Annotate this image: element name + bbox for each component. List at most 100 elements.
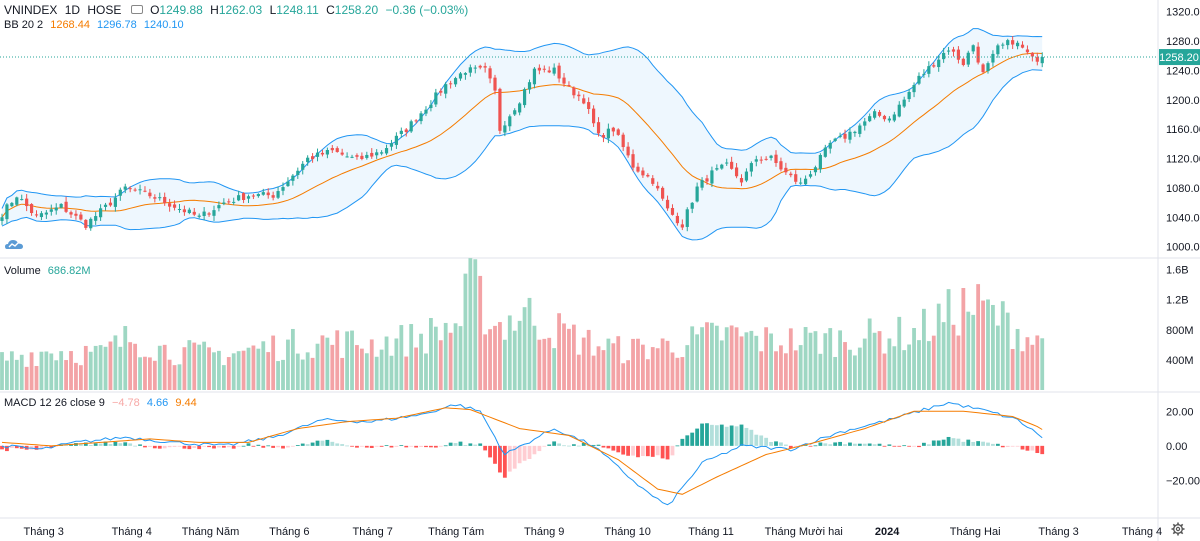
macd-hist-bar bbox=[157, 445, 162, 449]
macd-hist-bar bbox=[118, 443, 123, 446]
visibility-toggle-icon[interactable] bbox=[130, 5, 143, 15]
volume-bar bbox=[926, 341, 931, 390]
macd-hist-bar bbox=[468, 443, 473, 446]
macd-hist-bar bbox=[956, 438, 961, 446]
settings-gear-icon[interactable] bbox=[1171, 522, 1185, 536]
candle-body bbox=[261, 192, 265, 195]
macd-hist-bar bbox=[764, 437, 769, 446]
time-tick-label: Tháng 6 bbox=[269, 526, 309, 538]
time-tick-label: Tháng Mười hai bbox=[765, 526, 843, 538]
volume-legend[interactable]: Volume 686.82M bbox=[4, 265, 95, 277]
macd-hist-bar bbox=[493, 445, 497, 464]
volume-bar bbox=[581, 337, 586, 390]
symbol-legend[interactable]: VNINDEX 1D HOSE O1249.88 H1262.03 L1248.… bbox=[4, 3, 472, 17]
macd-hist-bar bbox=[690, 432, 695, 446]
symbol-name: VNINDEX bbox=[4, 3, 58, 17]
volume-bar bbox=[246, 347, 251, 390]
macd-hist-bar bbox=[645, 445, 650, 457]
macd-hist-bar bbox=[522, 445, 527, 461]
macd-hist-bar bbox=[202, 445, 207, 447]
macd-hist-bar bbox=[779, 442, 783, 446]
macd-hist-bar bbox=[951, 438, 956, 446]
candle-body bbox=[567, 85, 571, 87]
candle-body bbox=[345, 156, 349, 158]
macd-hist-bar bbox=[78, 443, 83, 446]
candlesticks[interactable] bbox=[0, 36, 1044, 232]
volume-bar bbox=[882, 353, 887, 390]
macd-hist-bar bbox=[867, 443, 872, 446]
volume-bar bbox=[98, 345, 103, 390]
volume-bar bbox=[404, 356, 409, 390]
bb-legend[interactable]: BB 20 2 1268.44 1296.78 1240.10 bbox=[4, 19, 188, 31]
time-tick-label: Tháng Tám bbox=[428, 526, 484, 538]
candle-body bbox=[670, 208, 675, 215]
candle-body bbox=[843, 133, 847, 139]
macd-hist-bar bbox=[941, 439, 946, 446]
candle-body bbox=[784, 167, 788, 173]
price-axis[interactable]: 1258.20 1320.00 1280.00 1240.00 1200.00 1160.… bbox=[0, 7, 1200, 488]
macd-hist-bar bbox=[823, 443, 828, 446]
macd-hist-bar bbox=[34, 445, 39, 450]
macd-hist-bar bbox=[54, 445, 59, 447]
macd-hist-bar bbox=[1020, 445, 1025, 450]
macd-hist-bar bbox=[231, 445, 236, 449]
macd-hist-bar bbox=[138, 444, 142, 446]
macd-hist-bar bbox=[813, 445, 818, 447]
price-tick-label: 1160.00 bbox=[1166, 124, 1200, 136]
candle-body bbox=[271, 195, 275, 198]
candle-body bbox=[99, 208, 103, 218]
volume-bar bbox=[345, 331, 349, 390]
volume-bar bbox=[157, 345, 162, 390]
volume-bar bbox=[128, 342, 133, 390]
macd-hist-bar bbox=[128, 443, 133, 446]
volume-bar bbox=[108, 341, 113, 390]
candle-body bbox=[616, 129, 620, 135]
macd-hist-bar bbox=[0, 445, 4, 450]
volume-bar bbox=[295, 353, 300, 390]
candle-body bbox=[449, 83, 453, 85]
candle-body bbox=[902, 99, 906, 107]
macd-hist-bar bbox=[749, 429, 754, 446]
macd-hist-bar bbox=[251, 445, 256, 447]
macd-hist-bar bbox=[754, 434, 759, 446]
candle-body bbox=[148, 192, 152, 197]
candle-body bbox=[1030, 52, 1034, 57]
volume-bar bbox=[414, 347, 419, 390]
time-tick-label: Tháng 4 bbox=[112, 526, 152, 538]
candle-body bbox=[202, 211, 206, 216]
volume-bar bbox=[838, 330, 842, 390]
macd-hist-bar bbox=[241, 445, 246, 447]
macd-hist-bar bbox=[734, 426, 739, 446]
volume-bar bbox=[340, 357, 345, 390]
tradingview-logo-icon[interactable] bbox=[4, 237, 24, 251]
candle-body bbox=[424, 109, 428, 114]
volume-bar bbox=[24, 366, 29, 390]
candle-body bbox=[508, 116, 512, 127]
macd-hist-bar bbox=[670, 445, 675, 456]
candle-body bbox=[720, 164, 724, 169]
candle-body bbox=[818, 154, 822, 170]
bb-basis-value: 1268.44 bbox=[50, 19, 90, 31]
volume-bar bbox=[562, 323, 566, 390]
candle-body bbox=[961, 58, 965, 66]
candle-body bbox=[690, 202, 694, 209]
volume-bar bbox=[557, 313, 561, 390]
candle-body bbox=[158, 197, 162, 199]
volume-bar bbox=[631, 338, 635, 390]
price-tick-label: 1000.00 bbox=[1166, 242, 1200, 254]
macd-signal-line bbox=[1, 407, 1043, 495]
candle-body bbox=[355, 155, 359, 157]
macd-legend[interactable]: MACD 12 26 close 9 −4.78 4.66 9.44 bbox=[4, 397, 201, 409]
candle-body bbox=[468, 67, 472, 73]
candle-body bbox=[1001, 44, 1005, 46]
macd-hist-bar bbox=[843, 444, 847, 446]
bb-band-fill bbox=[2, 28, 1043, 240]
candle-body bbox=[513, 110, 517, 115]
time-axis[interactable]: Tháng 3 Tháng 4 Tháng Năm Tháng 6 Tháng 7 Thá… bbox=[24, 526, 1200, 538]
candle-body bbox=[636, 166, 640, 172]
volume-bar bbox=[512, 330, 517, 390]
time-tick-label: Tháng 11 bbox=[688, 526, 734, 538]
volume-bar bbox=[251, 345, 256, 390]
